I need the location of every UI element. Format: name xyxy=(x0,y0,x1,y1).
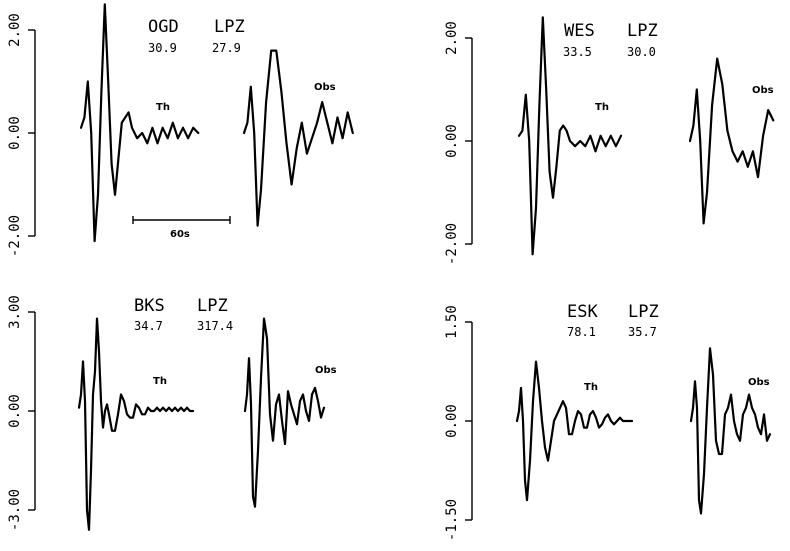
y-tick-label: -1.50 xyxy=(444,499,460,541)
y-tick-label: 2.00 xyxy=(444,21,460,55)
panel-ogd: OGD LPZ 30.9 27.9 Th Obs 60s 2.00 0.00 -2.… xyxy=(7,3,354,257)
y-tick-label: 2.00 xyxy=(7,13,23,47)
y-tick-label: -2.00 xyxy=(444,223,460,265)
trace-th xyxy=(77,317,195,531)
left-value: 33.5 xyxy=(563,45,592,59)
trace-th xyxy=(517,16,623,256)
right-value: 27.9 xyxy=(212,41,241,55)
station-label: BKS xyxy=(134,296,165,316)
station-label: WES xyxy=(564,21,595,41)
series-label-th: Th xyxy=(156,102,170,113)
y-tick-label: 0.00 xyxy=(7,394,23,428)
trace-obs xyxy=(688,57,775,225)
series-label-th: Th xyxy=(595,102,609,113)
series-label-obs: Obs xyxy=(752,85,774,96)
station-label: ESK xyxy=(567,302,598,322)
series-label-th: Th xyxy=(153,376,167,387)
series-label-obs: Obs xyxy=(748,377,770,388)
scale-bar-label: 60s xyxy=(170,229,190,240)
panel-wes: WES LPZ 33.5 30.0 Th Obs 2.00 0.00 -2.00 xyxy=(444,16,775,265)
component-label: LPZ xyxy=(197,296,228,316)
station-label: OGD xyxy=(148,17,179,37)
left-value: 34.7 xyxy=(134,319,163,333)
y-tick-label: -2.00 xyxy=(7,215,23,257)
y-tick-label: -3.00 xyxy=(7,489,23,531)
y-tick-label: 0.00 xyxy=(7,116,23,150)
panel-bks: BKS LPZ 34.7 317.4 Th Obs 3.00 0.00 -3.00 xyxy=(7,295,337,531)
y-tick-label: 0.00 xyxy=(444,404,460,438)
y-tick-label: 1.50 xyxy=(444,305,460,339)
series-label-obs: Obs xyxy=(315,365,337,376)
trace-obs xyxy=(242,49,354,227)
trace-obs xyxy=(243,317,326,508)
component-label: LPZ xyxy=(214,17,245,37)
trace-th xyxy=(79,3,200,243)
y-tick-label: 0.00 xyxy=(444,124,460,158)
component-label: LPZ xyxy=(628,302,659,322)
panel-esk: ESK LPZ 78.1 35.7 Th Obs 1.50 0.00 -1.50 xyxy=(444,302,772,541)
series-label-th: Th xyxy=(584,382,598,393)
scale-bar xyxy=(132,216,231,224)
component-label: LPZ xyxy=(627,21,658,41)
trace-obs xyxy=(689,347,772,515)
right-value: 317.4 xyxy=(197,319,233,333)
trace-th xyxy=(515,360,634,502)
right-value: 35.7 xyxy=(628,325,657,339)
left-value: 30.9 xyxy=(148,41,177,55)
y-tick-label: 3.00 xyxy=(7,295,23,329)
left-value: 78.1 xyxy=(567,325,596,339)
right-value: 30.0 xyxy=(627,45,656,59)
series-label-obs: Obs xyxy=(314,82,336,93)
